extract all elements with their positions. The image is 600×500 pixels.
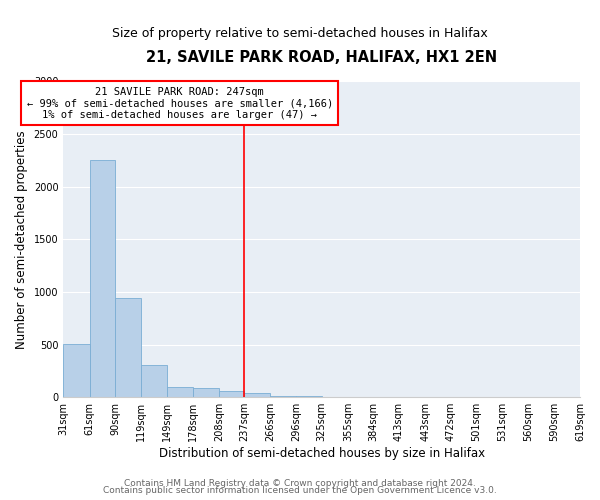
Text: Contains public sector information licensed under the Open Government Licence v3: Contains public sector information licen…: [103, 486, 497, 495]
Bar: [193, 388, 219, 397]
Title: 21, SAVILE PARK ROAD, HALIFAX, HX1 2EN: 21, SAVILE PARK ROAD, HALIFAX, HX1 2EN: [146, 50, 497, 65]
Bar: [270, 396, 296, 397]
Text: Contains HM Land Registry data © Crown copyright and database right 2024.: Contains HM Land Registry data © Crown c…: [124, 478, 476, 488]
Text: Size of property relative to semi-detached houses in Halifax: Size of property relative to semi-detach…: [112, 28, 488, 40]
Bar: [219, 392, 244, 397]
Bar: [64, 344, 90, 397]
Bar: [90, 160, 115, 397]
X-axis label: Distribution of semi-detached houses by size in Halifax: Distribution of semi-detached houses by …: [158, 447, 485, 460]
Bar: [322, 396, 348, 397]
Text: 21 SAVILE PARK ROAD: 247sqm
← 99% of semi-detached houses are smaller (4,166)
1%: 21 SAVILE PARK ROAD: 247sqm ← 99% of sem…: [26, 86, 333, 120]
Bar: [115, 298, 140, 397]
Y-axis label: Number of semi-detached properties: Number of semi-detached properties: [15, 130, 28, 348]
Bar: [296, 396, 322, 397]
Bar: [140, 364, 167, 397]
Bar: [244, 393, 270, 397]
Bar: [167, 386, 193, 397]
